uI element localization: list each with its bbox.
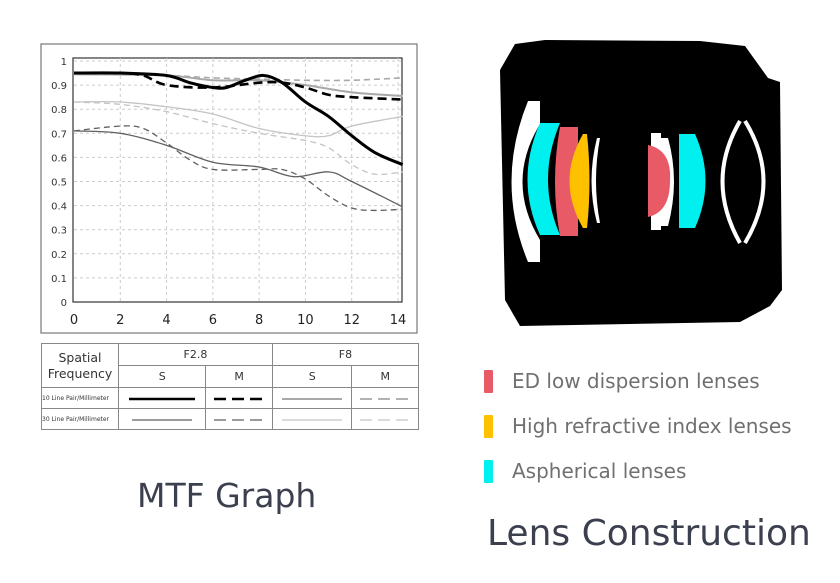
- legend-ed: ED low dispersion lenses: [484, 369, 760, 393]
- x-tick-label: 8: [255, 313, 263, 328]
- mtf-title: MTF Graph: [137, 476, 317, 515]
- aperture-f28-header: F2.8: [118, 343, 273, 366]
- series-line-F28-S-30lp: [73, 130, 403, 208]
- high-refractive-lens: [569, 134, 590, 228]
- y-tick-label: 0.9: [51, 81, 67, 92]
- legend-aspherical-label: Aspherical lenses: [512, 459, 687, 483]
- plot-area: [72, 57, 403, 303]
- aperture-f8-header: F8: [271, 343, 420, 366]
- x-tick-label: 10: [297, 313, 314, 328]
- series-line-F28-M-30lp: [73, 125, 403, 212]
- spatial-frequency-header: Spatial Frequency: [41, 343, 119, 388]
- lens-barrel: [500, 40, 782, 326]
- legend-swatch: [271, 408, 353, 430]
- series-line-F8-M-10lp: [73, 73, 403, 82]
- y-tick-label: 0.4: [51, 202, 67, 213]
- lens-diagram: [500, 40, 782, 326]
- thin-meniscus-lens: [591, 138, 600, 223]
- type-header: S: [117, 365, 207, 388]
- legend-high-refractive-label: High refractive index lenses: [512, 414, 792, 438]
- front-meniscus-lens: [511, 101, 540, 262]
- ed-lens-1: [555, 127, 578, 236]
- x-tick-label: 2: [116, 313, 124, 328]
- row-label-10lp: 10 Line Pair/Millimeter: [41, 387, 119, 409]
- legend-swatch: [205, 387, 273, 409]
- legend-swatch: [351, 408, 419, 430]
- y-tick-label: 0.7: [51, 129, 67, 140]
- y-tick-label: 0.6: [51, 153, 67, 164]
- mtf-plot: 00.10.20.30.40.50.60.70.80.910 2 4 6 8 10 12 14: [51, 57, 406, 328]
- aspherical-lens-1: [527, 123, 560, 235]
- aspherical-color-swatch: [484, 459, 493, 483]
- x-tick-label: 14: [390, 313, 407, 328]
- y-tick-label: 1: [61, 57, 67, 68]
- type-header: S: [271, 365, 353, 388]
- legend-ed-label: ED low dispersion lenses: [512, 369, 760, 393]
- legend-aspherical: Aspherical lenses: [484, 459, 686, 483]
- series-line-F28-S-10lp: [73, 71, 404, 167]
- y-tick-label: 0.3: [51, 226, 67, 237]
- y-tick-label: 0.8: [51, 105, 67, 116]
- ed-lens-2: [648, 145, 671, 217]
- legend-swatch: [351, 387, 419, 409]
- legend-swatch: [205, 408, 273, 430]
- aspherical-lens-2: [679, 134, 706, 228]
- lens-title: Lens Construction: [487, 513, 811, 554]
- legend-table: Spatial Frequency F2.8 F8 S M S M 10 Lin…: [41, 343, 420, 430]
- row-label-30lp: 30 Line Pair/Millimeter: [41, 408, 119, 430]
- x-tick-label: 6: [209, 313, 217, 328]
- y-tick-label: 0.2: [51, 250, 67, 261]
- high-refractive-color-swatch: [484, 414, 493, 438]
- x-tick-label: 0: [70, 313, 78, 328]
- x-tick-label: 4: [162, 313, 170, 328]
- y-tick-label: 0.1: [51, 274, 67, 285]
- y-tick-label: 0.5: [51, 178, 67, 189]
- type-header: M: [205, 365, 273, 388]
- legend-swatch: [271, 387, 353, 409]
- biconvex-lens: [720, 119, 766, 245]
- type-header: M: [351, 365, 419, 388]
- x-tick-label: 12: [343, 313, 360, 328]
- legend-swatch: [117, 387, 207, 409]
- ed-color-swatch: [484, 369, 493, 393]
- legend-high-refractive: High refractive index lenses: [484, 414, 792, 438]
- series-line-F8-M-30lp: [73, 101, 403, 176]
- y-tick-label: 0: [61, 298, 67, 309]
- legend-swatch: [117, 408, 207, 430]
